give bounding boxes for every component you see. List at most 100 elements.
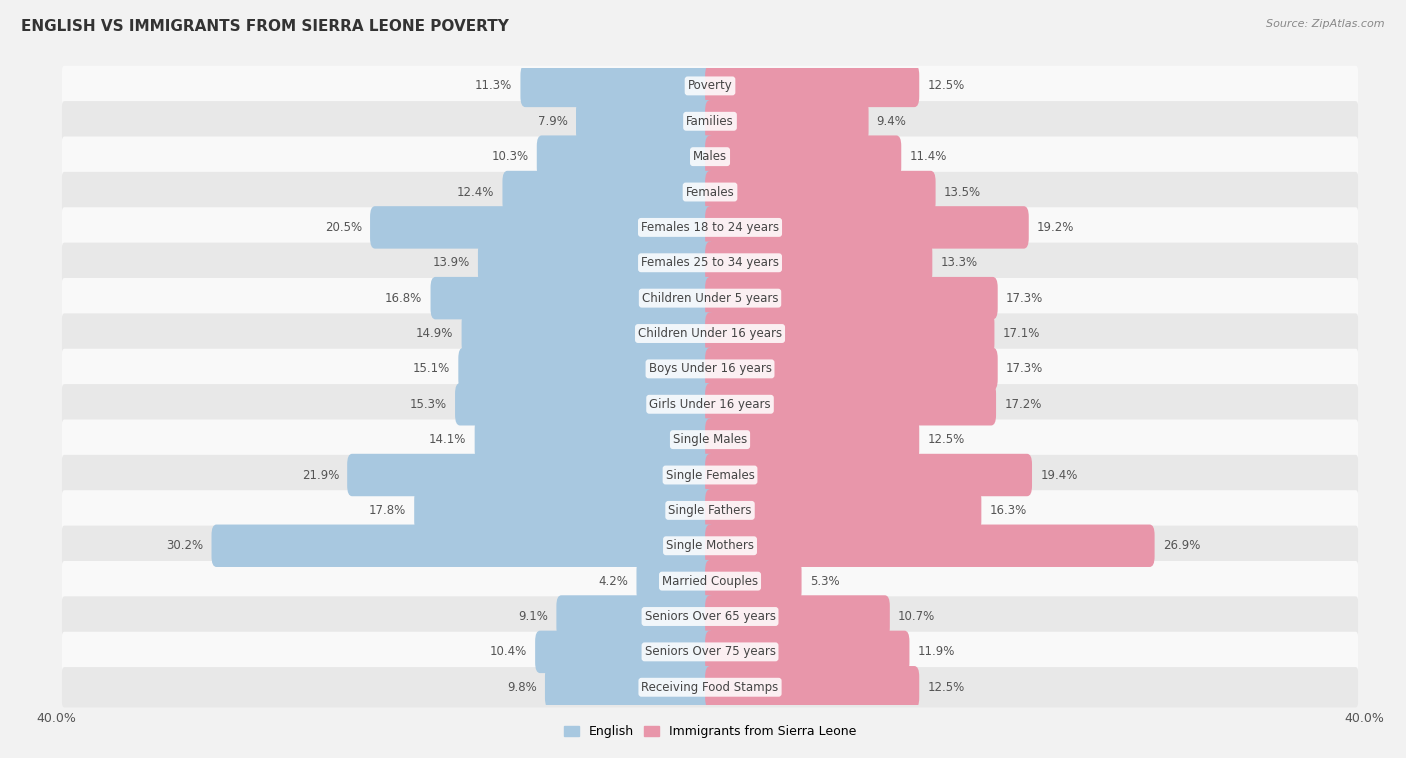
Text: 11.4%: 11.4% [910, 150, 946, 163]
FancyBboxPatch shape [706, 454, 1032, 496]
FancyBboxPatch shape [62, 597, 1358, 637]
FancyBboxPatch shape [706, 64, 920, 107]
Text: Source: ZipAtlas.com: Source: ZipAtlas.com [1267, 19, 1385, 29]
FancyBboxPatch shape [520, 64, 714, 107]
FancyBboxPatch shape [62, 667, 1358, 707]
Text: 16.3%: 16.3% [990, 504, 1026, 517]
Text: 5.3%: 5.3% [810, 575, 839, 587]
FancyBboxPatch shape [557, 595, 714, 637]
Text: Single Mothers: Single Mothers [666, 539, 754, 553]
Text: Receiving Food Stamps: Receiving Food Stamps [641, 681, 779, 694]
Text: Single Fathers: Single Fathers [668, 504, 752, 517]
FancyBboxPatch shape [62, 101, 1358, 142]
Text: 13.5%: 13.5% [943, 186, 981, 199]
FancyBboxPatch shape [706, 489, 981, 531]
FancyBboxPatch shape [62, 207, 1358, 248]
FancyBboxPatch shape [706, 242, 932, 284]
FancyBboxPatch shape [62, 419, 1358, 460]
FancyBboxPatch shape [537, 136, 714, 178]
FancyBboxPatch shape [456, 383, 714, 425]
Text: 10.3%: 10.3% [492, 150, 529, 163]
Text: 19.2%: 19.2% [1038, 221, 1074, 234]
FancyBboxPatch shape [62, 66, 1358, 106]
Text: 12.5%: 12.5% [928, 433, 965, 446]
Text: 17.2%: 17.2% [1004, 398, 1042, 411]
Text: Married Couples: Married Couples [662, 575, 758, 587]
FancyBboxPatch shape [478, 242, 714, 284]
Text: Single Females: Single Females [665, 468, 755, 481]
Text: 14.9%: 14.9% [416, 327, 453, 340]
FancyBboxPatch shape [576, 100, 714, 143]
FancyBboxPatch shape [706, 312, 994, 355]
FancyBboxPatch shape [706, 348, 998, 390]
Text: Females: Females [686, 186, 734, 199]
FancyBboxPatch shape [430, 277, 714, 319]
Text: 9.4%: 9.4% [877, 114, 907, 128]
FancyBboxPatch shape [637, 560, 714, 603]
FancyBboxPatch shape [502, 171, 714, 213]
FancyBboxPatch shape [62, 243, 1358, 283]
FancyBboxPatch shape [706, 136, 901, 178]
FancyBboxPatch shape [62, 349, 1358, 389]
FancyBboxPatch shape [62, 172, 1358, 212]
FancyBboxPatch shape [706, 383, 995, 425]
Text: Females 25 to 34 years: Females 25 to 34 years [641, 256, 779, 269]
Text: Children Under 16 years: Children Under 16 years [638, 327, 782, 340]
Text: Poverty: Poverty [688, 80, 733, 92]
Text: 13.9%: 13.9% [433, 256, 470, 269]
FancyBboxPatch shape [546, 666, 714, 709]
Text: 12.5%: 12.5% [928, 80, 965, 92]
FancyBboxPatch shape [706, 277, 998, 319]
Text: 15.3%: 15.3% [409, 398, 447, 411]
Text: 19.4%: 19.4% [1040, 468, 1077, 481]
Text: 15.1%: 15.1% [413, 362, 450, 375]
Text: 17.3%: 17.3% [1005, 292, 1043, 305]
Text: 17.1%: 17.1% [1002, 327, 1040, 340]
Text: Males: Males [693, 150, 727, 163]
Text: 26.9%: 26.9% [1163, 539, 1201, 553]
FancyBboxPatch shape [62, 631, 1358, 672]
FancyBboxPatch shape [62, 313, 1358, 354]
Text: Single Males: Single Males [673, 433, 747, 446]
FancyBboxPatch shape [475, 418, 714, 461]
FancyBboxPatch shape [62, 278, 1358, 318]
Text: 9.1%: 9.1% [519, 610, 548, 623]
FancyBboxPatch shape [211, 525, 714, 567]
Text: 12.4%: 12.4% [457, 186, 495, 199]
Text: 17.8%: 17.8% [368, 504, 406, 517]
FancyBboxPatch shape [706, 560, 801, 603]
Text: 30.2%: 30.2% [166, 539, 204, 553]
FancyBboxPatch shape [370, 206, 714, 249]
FancyBboxPatch shape [706, 171, 935, 213]
Text: Seniors Over 65 years: Seniors Over 65 years [644, 610, 776, 623]
Text: 10.7%: 10.7% [898, 610, 935, 623]
Text: 17.3%: 17.3% [1005, 362, 1043, 375]
FancyBboxPatch shape [415, 489, 714, 531]
Text: 4.2%: 4.2% [599, 575, 628, 587]
FancyBboxPatch shape [458, 348, 714, 390]
Text: 13.3%: 13.3% [941, 256, 977, 269]
FancyBboxPatch shape [706, 418, 920, 461]
Text: 14.1%: 14.1% [429, 433, 467, 446]
FancyBboxPatch shape [62, 525, 1358, 566]
Text: 7.9%: 7.9% [538, 114, 568, 128]
Text: Seniors Over 75 years: Seniors Over 75 years [644, 645, 776, 659]
FancyBboxPatch shape [347, 454, 714, 496]
Legend: English, Immigrants from Sierra Leone: English, Immigrants from Sierra Leone [558, 720, 862, 744]
FancyBboxPatch shape [706, 206, 1029, 249]
FancyBboxPatch shape [62, 490, 1358, 531]
FancyBboxPatch shape [62, 384, 1358, 424]
Text: 21.9%: 21.9% [302, 468, 339, 481]
FancyBboxPatch shape [706, 595, 890, 637]
Text: Children Under 5 years: Children Under 5 years [641, 292, 779, 305]
Text: Boys Under 16 years: Boys Under 16 years [648, 362, 772, 375]
Text: 11.3%: 11.3% [475, 80, 512, 92]
FancyBboxPatch shape [706, 666, 920, 709]
Text: ENGLISH VS IMMIGRANTS FROM SIERRA LEONE POVERTY: ENGLISH VS IMMIGRANTS FROM SIERRA LEONE … [21, 19, 509, 34]
Text: 16.8%: 16.8% [385, 292, 422, 305]
Text: 9.8%: 9.8% [508, 681, 537, 694]
FancyBboxPatch shape [706, 631, 910, 673]
FancyBboxPatch shape [62, 455, 1358, 495]
FancyBboxPatch shape [536, 631, 714, 673]
Text: 10.4%: 10.4% [489, 645, 527, 659]
